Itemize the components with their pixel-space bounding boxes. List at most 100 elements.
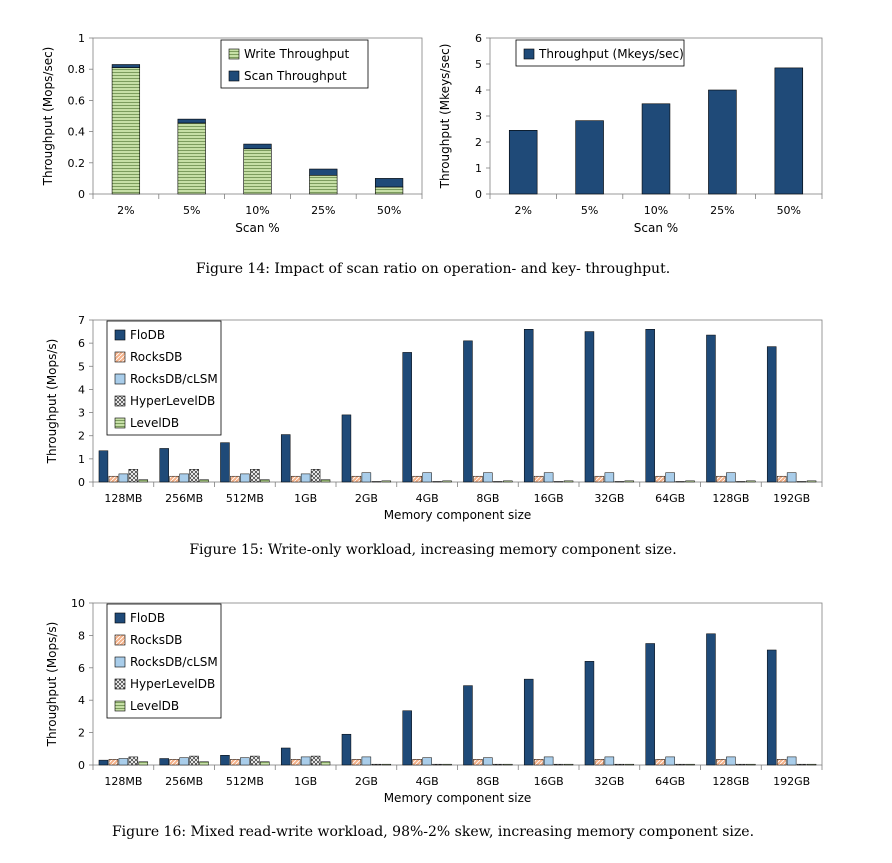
y-tick-label: 1: [78, 32, 85, 45]
bar-rocksdb: [716, 759, 726, 766]
legend-swatch-flodb: [114, 612, 126, 624]
bar-rocksdb_clsm: [786, 756, 797, 766]
bar-hyperleveldb: [432, 763, 442, 766]
x-tick-label: 2GB: [355, 775, 378, 788]
legend-swatch-write: [228, 48, 240, 60]
bar-rocksdb_clsm: [240, 473, 250, 483]
bar-scan: [243, 143, 272, 150]
x-tick-label: 192GB: [773, 492, 810, 505]
y-axis-title: Throughput (Mops/s): [45, 339, 59, 465]
bar-scan: [508, 130, 538, 195]
bar-hyperleveldb: [493, 481, 503, 483]
chart-mixed-workload: 0 2 4 6 8 10 128MB 256MB 512MB 1GB 2GB 4GB 8GB 16GB 32…: [45, 597, 823, 805]
legend-label-rocksdb_clsm: RocksDB/cLSM: [130, 372, 218, 386]
bar-hyperleveldb: [796, 763, 807, 766]
bar-rocksdb_clsm: [543, 756, 554, 766]
x-tick-label: 10%: [644, 204, 668, 217]
bar-rocksdb: [351, 475, 362, 483]
y-tick-label: 0.8: [68, 63, 86, 76]
bar-leveldb: [199, 479, 209, 483]
y-tick-label: 4: [78, 694, 85, 707]
y-tick-label: 1: [78, 453, 85, 466]
x-tick-label: 10%: [245, 204, 269, 217]
bar-flodb: [645, 643, 655, 766]
bar-leveldb: [381, 763, 392, 766]
legend-swatch-scan: [228, 70, 240, 82]
bar-write: [177, 122, 206, 195]
legend-label-flodb: FloDB: [130, 328, 165, 342]
bar-rocksdb_clsm: [786, 472, 797, 483]
bar-hyperleveldb: [493, 763, 503, 766]
chart-scan-ratio-write-scan: 0 0.2 0.4 0.6 0.8 1 2% 5% 10% 25% 50% Scan % Through…: [41, 32, 423, 235]
bar-rocksdb: [655, 759, 665, 766]
legend-box: [515, 39, 685, 67]
x-tick-label: 2GB: [355, 492, 378, 505]
bar-flodb: [766, 649, 777, 766]
bar-hyperleveldb: [796, 481, 807, 483]
bar-leveldb: [563, 763, 574, 766]
bar-rocksdb_clsm: [726, 756, 736, 766]
x-tick-label: 512MB: [226, 775, 264, 788]
bar-rocksdb: [594, 475, 605, 483]
x-tick-label: 128MB: [104, 775, 142, 788]
bar-hyperleveldb: [614, 481, 625, 483]
y-tick-label: 6: [475, 32, 482, 45]
y-tick-label: 2: [475, 136, 482, 149]
bar-rocksdb_clsm: [483, 757, 493, 766]
bar-scan: [177, 118, 206, 124]
bar-hyperleveldb: [310, 469, 321, 483]
bar-hyperleveldb: [432, 481, 442, 483]
bar-leveldb: [503, 480, 513, 483]
legend-swatch-flodb: [114, 329, 126, 341]
bar-rocksdb: [169, 759, 179, 766]
bar-leveldb: [260, 479, 270, 483]
y-tick-label: 3: [78, 407, 85, 420]
bar-scan: [111, 64, 141, 68]
bar-rocksdb_clsm: [604, 472, 615, 483]
bar-flodb: [341, 733, 352, 766]
bar-hyperleveldb: [736, 481, 746, 483]
bar-leveldb: [199, 761, 209, 766]
legend-label-hyperleveldb: HyperLevelDB: [130, 394, 215, 408]
y-tick-label: 0: [78, 476, 85, 489]
bar-flodb: [463, 340, 473, 483]
y-tick-label: 10: [71, 597, 85, 610]
legend-label-flodb: FloDB: [130, 611, 165, 625]
y-tick-label: 4: [475, 84, 482, 97]
bar-flodb: [220, 755, 230, 766]
x-tick-label: 8GB: [476, 775, 499, 788]
y-tick-label: 0: [78, 759, 85, 772]
bar-hyperleveldb: [128, 756, 139, 766]
y-tick-label: 0: [78, 188, 85, 201]
bar-leveldb: [806, 480, 817, 483]
bar-rocksdb_clsm: [118, 473, 129, 483]
bar-hyperleveldb: [675, 763, 685, 766]
x-tick-label: 64GB: [655, 492, 685, 505]
legend-label-rocksdb: RocksDB: [130, 350, 182, 364]
y-tick-label: 3: [475, 110, 482, 123]
legend-swatch-leveldb: [114, 700, 126, 712]
bar-flodb: [645, 329, 655, 483]
bar-scan: [309, 168, 338, 176]
caption-fig15: Figure 15: Write-only workload, increasi…: [189, 542, 676, 558]
x-tick-label: 128MB: [104, 492, 142, 505]
bar-hyperleveldb: [310, 755, 321, 766]
legend-swatch-leveldb: [114, 417, 126, 429]
bar-rocksdb: [533, 475, 544, 483]
bar-rocksdb: [108, 759, 119, 766]
bar-rocksdb: [473, 759, 483, 766]
bar-hyperleveldb: [250, 469, 260, 483]
bar-rocksdb_clsm: [665, 472, 675, 483]
x-tick-label: 25%: [311, 204, 335, 217]
bar-leveldb: [746, 480, 756, 483]
y-tick-label: 5: [475, 58, 482, 71]
bar-hyperleveldb: [128, 469, 139, 483]
bar-leveldb: [624, 763, 635, 766]
bar-flodb: [98, 759, 109, 766]
bar-hyperleveldb: [371, 763, 382, 766]
bar-leveldb: [260, 761, 270, 766]
bar-rocksdb_clsm: [483, 472, 493, 483]
bar-rocksdb: [533, 759, 544, 766]
x-tick-label: 1GB: [294, 775, 317, 788]
